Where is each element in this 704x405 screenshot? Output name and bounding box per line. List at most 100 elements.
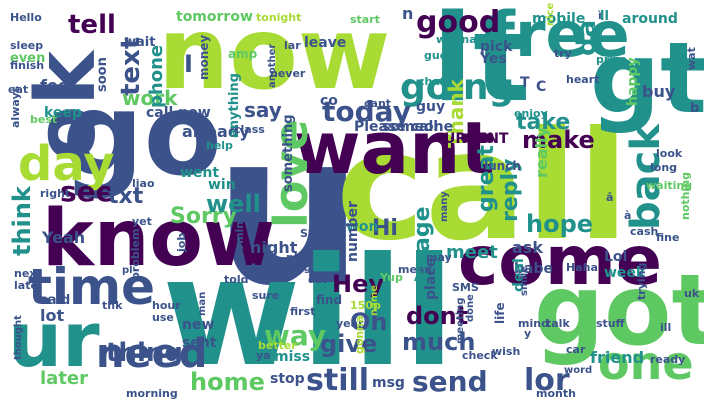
word: done — [465, 294, 476, 322]
word: chat — [418, 75, 446, 88]
word: think — [8, 186, 36, 256]
word: well — [206, 190, 261, 218]
word: money — [197, 34, 211, 80]
word: finish — [10, 59, 45, 72]
word: someone — [382, 119, 454, 135]
word: cant — [364, 97, 392, 110]
word: liao — [132, 177, 155, 190]
word: keep — [44, 105, 82, 121]
word: stop — [270, 371, 305, 387]
word: need — [96, 331, 208, 377]
word: check — [462, 349, 498, 362]
word: gonna — [353, 315, 366, 354]
word: right — [40, 187, 71, 200]
word: told — [224, 273, 249, 286]
word: eat — [8, 83, 29, 96]
word: want — [294, 106, 495, 190]
word: said — [40, 293, 71, 308]
word: ya — [256, 349, 271, 362]
word: use — [152, 311, 174, 324]
word: look — [656, 147, 683, 160]
word: give — [320, 330, 378, 358]
word: way — [264, 319, 327, 352]
word: let — [250, 260, 280, 284]
word: going — [400, 67, 515, 108]
word: buy — [642, 82, 676, 101]
word: y — [524, 327, 532, 340]
word: sleep — [10, 39, 44, 52]
word: pl — [122, 265, 133, 276]
word: SMS — [452, 281, 479, 294]
word: late — [14, 279, 38, 292]
word: mean — [398, 263, 433, 276]
word: thk — [102, 299, 123, 312]
word: really — [532, 127, 551, 178]
word: always — [9, 85, 22, 128]
word: win — [208, 177, 236, 193]
word: day — [18, 136, 115, 192]
word: lar — [284, 39, 301, 52]
word: T — [520, 75, 530, 91]
word: stuff — [596, 317, 625, 330]
word: call now — [146, 105, 211, 121]
word: long — [650, 161, 678, 174]
word: find — [316, 293, 343, 307]
word: many — [439, 191, 450, 222]
word: mobile — [532, 11, 586, 27]
word: feel — [40, 76, 75, 95]
word: tonight — [256, 11, 302, 24]
word: heart — [566, 73, 600, 86]
word: ill — [660, 321, 672, 334]
word: even — [10, 51, 46, 66]
word: call later — [319, 170, 330, 220]
word: friend — [590, 348, 645, 367]
word: see — [60, 175, 115, 208]
word: msg — [372, 375, 405, 391]
word: Yes — [480, 51, 507, 67]
word: come — [458, 222, 662, 301]
word: amp — [228, 47, 258, 61]
word: good — [416, 5, 501, 40]
word: happy — [625, 57, 641, 106]
word: tell — [68, 10, 116, 40]
word: lunch — [484, 159, 521, 173]
word: work — [122, 86, 178, 110]
word: wish — [492, 345, 521, 358]
word: fine — [656, 231, 680, 244]
word: sure — [252, 289, 280, 302]
word: Yup — [380, 271, 403, 284]
word: leave — [304, 35, 347, 51]
word: getting — [266, 261, 312, 274]
word: later — [40, 368, 89, 389]
word: dont — [406, 302, 469, 330]
word: yet — [132, 215, 152, 228]
word: send — [412, 365, 488, 398]
word: start — [350, 13, 380, 26]
word: first — [290, 305, 316, 318]
word: wat — [685, 47, 698, 70]
word: uk — [684, 287, 700, 300]
word: meet — [446, 242, 498, 263]
word: next — [14, 267, 42, 280]
word: say — [244, 98, 282, 122]
word: help — [206, 139, 233, 152]
word: know — [42, 194, 276, 284]
word: I — [184, 50, 193, 78]
word: now — [158, 0, 391, 112]
word: dat — [308, 275, 327, 286]
word: class — [234, 123, 265, 136]
word: better — [258, 339, 297, 352]
word: never — [270, 67, 306, 80]
word: pick — [480, 39, 513, 55]
word: name — [369, 284, 380, 316]
word: Yeah — [42, 228, 86, 247]
word: phone — [146, 44, 167, 108]
word: wait — [124, 35, 156, 50]
word: n — [402, 4, 414, 23]
word: miss — [274, 349, 311, 365]
word: waiting — [646, 179, 693, 192]
word: trying — [635, 262, 648, 300]
word: Lol — [604, 249, 628, 265]
word: co — [320, 93, 338, 109]
word: week — [604, 265, 646, 281]
